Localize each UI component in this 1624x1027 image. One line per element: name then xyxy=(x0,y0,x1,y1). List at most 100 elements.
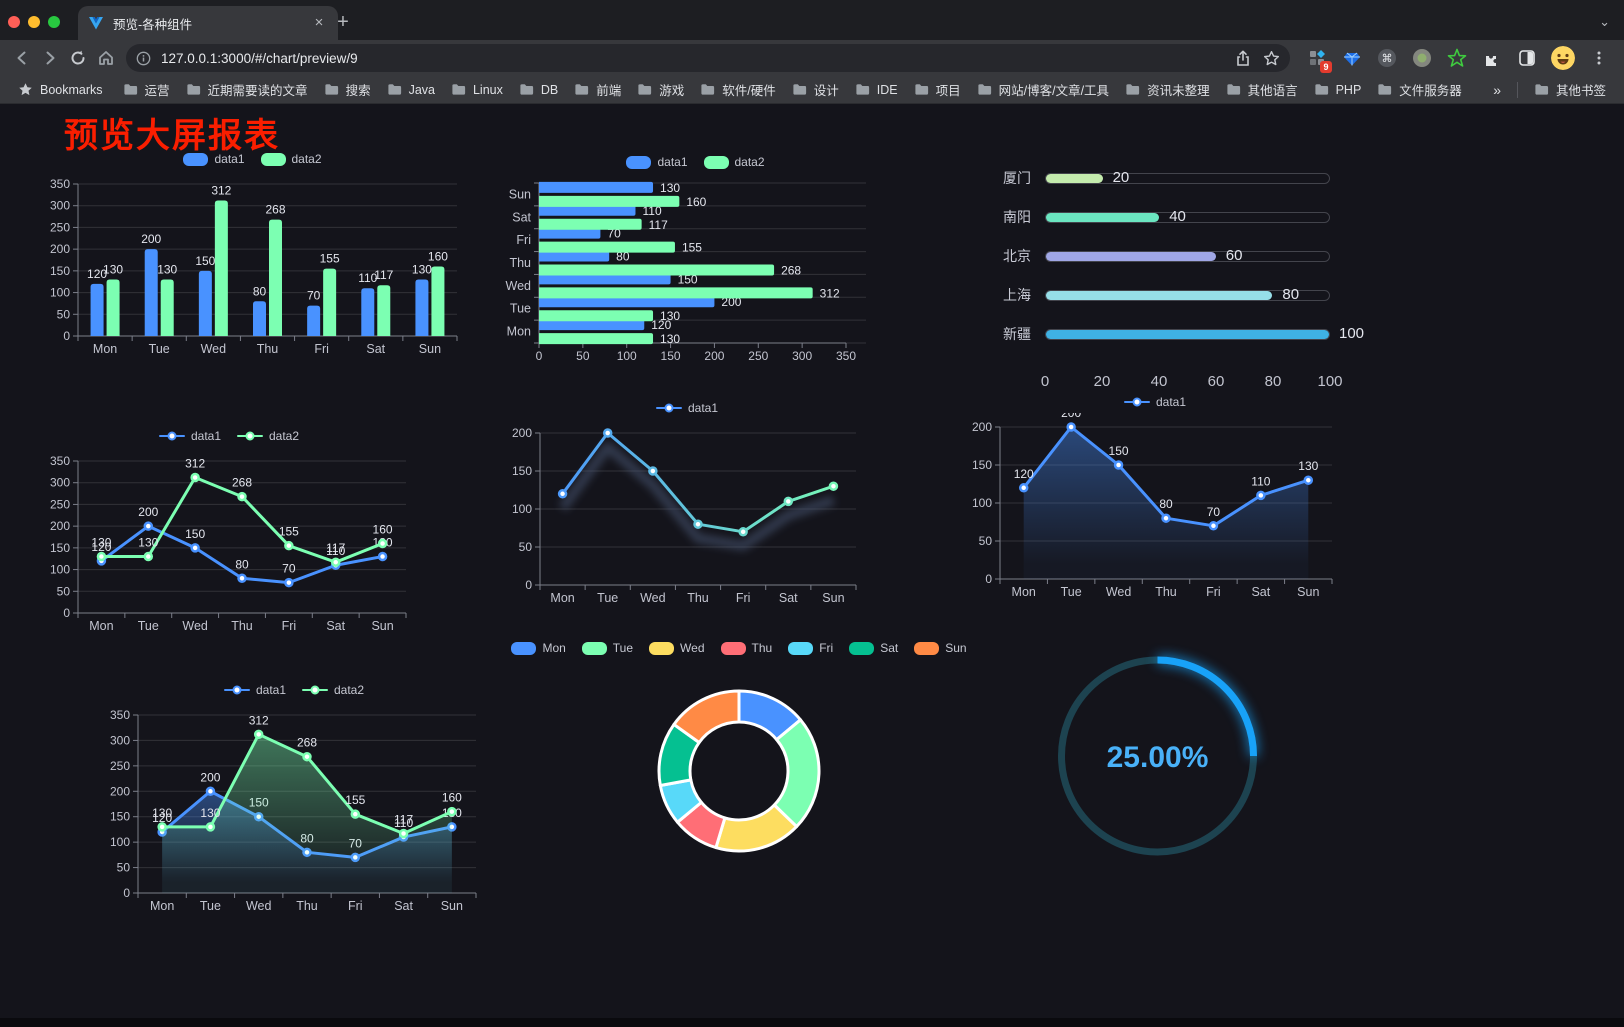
progress-bar-chart[interactable]: 厦门 20 南阳 40 北京 60 上海 80 新疆 100 0 20 40 60 80 100 xyxy=(985,156,1380,404)
tab-close-button[interactable]: × xyxy=(314,14,324,31)
bookmark-folder[interactable]: 文件服务器 xyxy=(1369,78,1470,101)
other-bookmarks-folder[interactable]: 其他书签 xyxy=(1526,78,1614,101)
legend-item-data2[interactable]: data2 xyxy=(302,683,364,697)
legend-item-data1[interactable]: data1 xyxy=(655,401,718,415)
back-button[interactable] xyxy=(8,44,36,72)
bookmark-folder[interactable]: 前端 xyxy=(566,78,629,101)
minimize-window-button[interactable] xyxy=(28,16,40,28)
svg-text:Thu: Thu xyxy=(509,256,531,270)
pie-slice-Sun[interactable] xyxy=(672,689,741,744)
folder-icon xyxy=(915,84,928,95)
progress-fill xyxy=(1046,212,1160,222)
bookmark-folder[interactable]: 资讯未整理 xyxy=(1117,78,1218,101)
donut-chart[interactable]: Mon Tue Wed Thu Fri Sat Sun xyxy=(511,637,967,887)
line-chart-basic[interactable]: data1 data2 0 50 100 150 200 250 300 350 Mon Tue Wed… xyxy=(40,425,418,637)
extension-gem-icon[interactable] xyxy=(1341,47,1363,69)
bar-grouped-canvas: 0 50 100 150 200 250 300 350 Mon Tue Wed Thu Fri Sat S… xyxy=(50,177,458,356)
svg-text:200: 200 xyxy=(138,505,158,519)
legend-item-data2[interactable]: data2 xyxy=(703,155,765,169)
bookmark-folder[interactable]: 项目 xyxy=(906,78,969,101)
gauge-chart[interactable]: 25.00% xyxy=(1040,643,1275,881)
extension-command-icon[interactable]: ⌘ xyxy=(1376,47,1398,69)
double-area-line-chart[interactable]: data1 data2 0 50 100 150 200 250 300 350 Mon Tue Wed… xyxy=(100,679,488,917)
horizontal-bar-chart[interactable]: data1 data2 Sun Sat Fri Thu Wed Tue Mon 0 50 100 150… xyxy=(503,151,888,365)
legend-item-Sun[interactable]: Sun xyxy=(914,641,967,655)
bookmark-folder[interactable]: 游戏 xyxy=(629,78,692,101)
legend-item-Mon[interactable]: Mon xyxy=(511,641,566,655)
zoom-window-button[interactable] xyxy=(48,16,60,28)
dark-reader-icon[interactable] xyxy=(1516,47,1538,69)
legend-item-data1[interactable]: data1 xyxy=(223,683,286,697)
extensions-row: 9 ⌘ xyxy=(1300,46,1616,73)
svg-text:Sun: Sun xyxy=(371,619,393,633)
bookmark-folder[interactable]: DB xyxy=(511,80,566,99)
grouped-bar-chart[interactable]: data1 data2 0 50 100 150 200 250 300 350 Mon Tue Wed… xyxy=(40,148,465,360)
browser-menu-icon[interactable] xyxy=(1588,47,1610,69)
bookmark-label: 运营 xyxy=(144,84,170,98)
bookmark-folder[interactable]: 网站/博客/文章/工具 xyxy=(969,78,1117,101)
url-text[interactable]: 127.0.0.1:3000/#/chart/preview/9 xyxy=(161,50,358,66)
svg-text:Sun: Sun xyxy=(419,342,441,356)
tab-list-chevron-icon[interactable]: ⌄ xyxy=(1599,14,1610,29)
svg-text:0: 0 xyxy=(985,572,992,586)
legend-item-Tue[interactable]: Tue xyxy=(581,641,633,655)
extensions-puzzle-icon[interactable] xyxy=(1481,47,1503,69)
progress-track: 40 xyxy=(1045,208,1330,224)
legend-item-Wed[interactable]: Wed xyxy=(649,641,705,655)
progress-fill xyxy=(1046,290,1273,300)
site-info-icon[interactable] xyxy=(136,51,151,66)
bookmark-folder[interactable]: Java xyxy=(379,80,443,99)
page-title: 预览大屏报表 xyxy=(64,117,280,155)
close-window-button[interactable] xyxy=(8,16,20,28)
bookmarks-list: 运营 近期需要读的文章 搜索 Java Linux DB 前端 游戏 软件/硬件 设计 IDE 项目 网… xyxy=(115,78,1482,101)
bookmark-folder[interactable]: 其他语言 xyxy=(1218,78,1306,101)
extension-dot-circle-icon[interactable] xyxy=(1411,47,1433,69)
share-icon[interactable] xyxy=(1235,50,1251,67)
bookmark-folder[interactable]: Linux xyxy=(443,80,511,99)
legend-item-Thu[interactable]: Thu xyxy=(720,641,772,655)
legend-item-data1[interactable]: data1 xyxy=(626,155,688,169)
new-tab-button[interactable]: + xyxy=(337,11,349,33)
forward-button[interactable] xyxy=(36,44,64,72)
bookmark-folder[interactable]: IDE xyxy=(847,80,906,99)
tab-strip: 预览-各种组件 × + ⌄ xyxy=(0,0,1624,40)
legend-item-data2[interactable]: data2 xyxy=(237,429,299,443)
area-line-chart[interactable]: data1 0 50 100 150 200 Mon Tue Wed Thu Fri Sat Sun 12… xyxy=(966,391,1344,603)
bookmark-folder[interactable]: PHP xyxy=(1306,80,1370,99)
svg-text:130: 130 xyxy=(138,536,158,550)
svg-text:350: 350 xyxy=(50,454,70,468)
bookmark-folder[interactable]: 搜索 xyxy=(316,78,379,101)
gradient-line-chart[interactable]: data1 0 50 100 150 200 Mon Tue Wed Thu Fri Sat Sun xyxy=(506,397,868,609)
bookmark-star-icon[interactable] xyxy=(1263,50,1280,67)
bookmark-folder[interactable]: 软件/硬件 xyxy=(692,78,783,101)
bookmark-folder[interactable]: 设计 xyxy=(784,78,847,101)
svg-text:250: 250 xyxy=(50,220,70,234)
bookmarks-overflow-chevron[interactable]: » xyxy=(1493,81,1501,98)
address-bar[interactable]: 127.0.0.1:3000/#/chart/preview/9 xyxy=(126,44,1290,72)
profile-avatar[interactable] xyxy=(1551,46,1575,70)
extension-grid-icon[interactable]: 9 xyxy=(1306,47,1332,73)
home-button[interactable] xyxy=(92,44,120,72)
bookmark-folder[interactable]: 近期需要读的文章 xyxy=(178,78,316,101)
legend-item-Sat[interactable]: Sat xyxy=(849,641,898,655)
svg-text:Fri: Fri xyxy=(1206,585,1221,599)
progress-fill xyxy=(1046,173,1103,183)
svg-text:50: 50 xyxy=(519,540,533,554)
svg-text:150: 150 xyxy=(50,264,70,278)
svg-text:300: 300 xyxy=(110,733,130,747)
legend-item-data1[interactable]: data1 xyxy=(1123,395,1186,409)
svg-text:Fri: Fri xyxy=(314,342,329,356)
bookmark-label: 软件/硬件 xyxy=(722,84,776,98)
browser-tab[interactable]: 预览-各种组件 × xyxy=(78,6,338,40)
svg-text:Mon: Mon xyxy=(150,899,174,913)
legend-item-data1[interactable]: data1 xyxy=(158,429,221,443)
reload-button[interactable] xyxy=(64,44,92,72)
svg-text:Sat: Sat xyxy=(326,619,345,633)
extension-green-star-icon[interactable] xyxy=(1446,47,1468,69)
bookmarks-manager[interactable]: Bookmarks xyxy=(10,80,111,99)
legend-item-data1[interactable]: data1 xyxy=(183,152,245,166)
legend-item-data2[interactable]: data2 xyxy=(260,152,322,166)
legend-item-Fri[interactable]: Fri xyxy=(788,641,833,655)
svg-text:Mon: Mon xyxy=(550,591,574,605)
bookmark-folder[interactable]: 运营 xyxy=(115,78,178,101)
